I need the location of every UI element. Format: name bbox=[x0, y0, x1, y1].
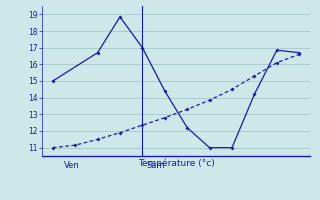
X-axis label: Température (°c): Température (°c) bbox=[138, 159, 214, 168]
Text: Ven: Ven bbox=[64, 162, 80, 170]
Text: Sam: Sam bbox=[147, 162, 165, 170]
